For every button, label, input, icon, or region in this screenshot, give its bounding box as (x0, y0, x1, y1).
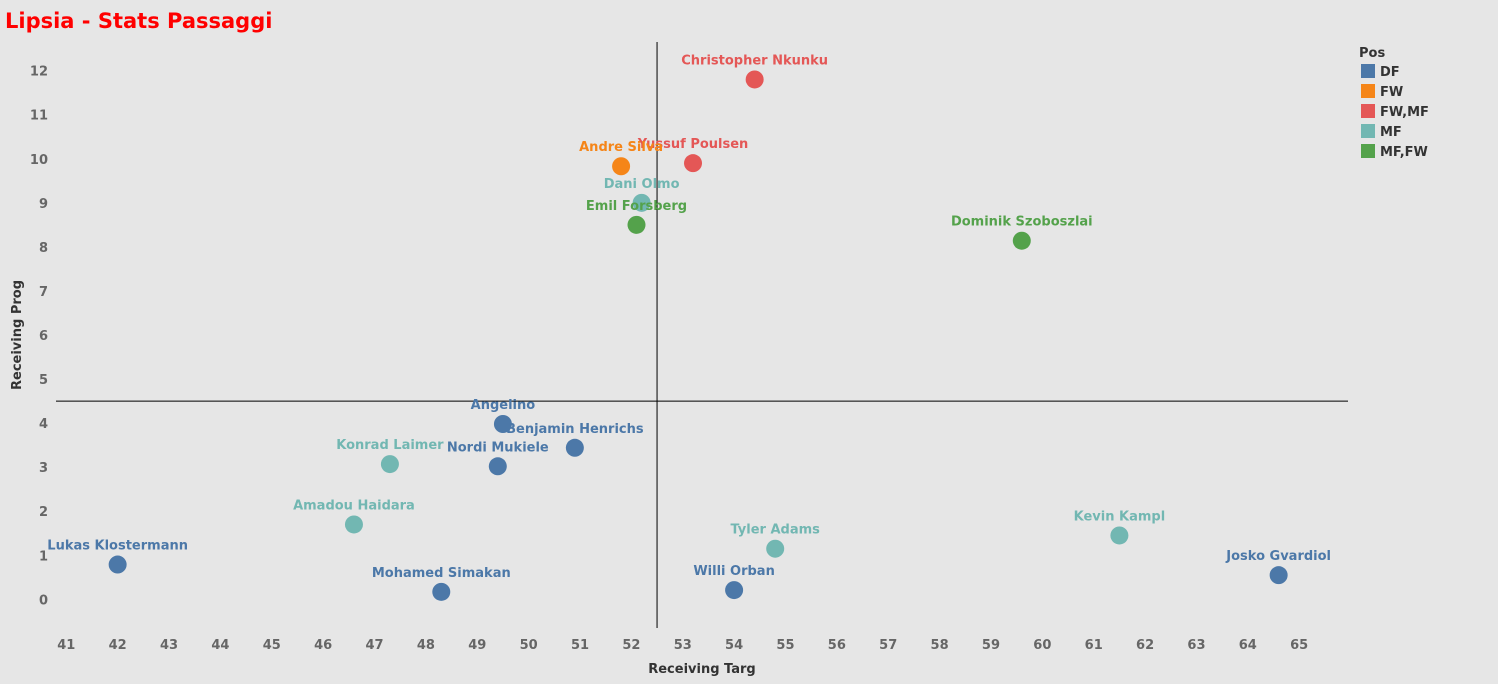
legend-swatch (1361, 64, 1375, 78)
y-tick-label: 10 (30, 153, 48, 168)
data-point (766, 539, 785, 558)
x-tick-label: 47 (365, 638, 383, 653)
x-tick-label: 56 (828, 638, 846, 653)
x-tick-label: 42 (109, 638, 127, 653)
legend-entry-label: MF,FW (1380, 145, 1428, 160)
point-label: Konrad Laimer (336, 438, 444, 453)
point-label: Kevin Kampl (1074, 509, 1166, 524)
x-tick-label: 51 (571, 638, 589, 653)
legend-swatch (1361, 84, 1375, 98)
y-tick-label: 3 (39, 461, 48, 476)
data-point (612, 157, 631, 176)
data-point (493, 415, 512, 434)
x-axis-title: Receiving Targ (648, 662, 756, 677)
data-point (344, 515, 363, 534)
x-tick-label: 65 (1290, 638, 1308, 653)
chart-title: Lipsia - Stats Passaggi (5, 9, 272, 33)
y-tick-label: 7 (39, 285, 48, 300)
x-tick-label: 63 (1187, 638, 1205, 653)
point-label: Dani Olmo (604, 177, 680, 192)
data-point (1110, 526, 1129, 545)
data-point (380, 455, 399, 474)
legend-swatch (1361, 104, 1375, 118)
legend-entry-label: FW (1380, 85, 1403, 100)
x-tick-label: 44 (211, 638, 229, 653)
x-tick-label: 54 (725, 638, 743, 653)
y-tick-label: 12 (30, 65, 48, 80)
y-tick-label: 2 (39, 505, 48, 520)
point-label: Lukas Klostermann (47, 539, 188, 554)
data-point (745, 70, 764, 89)
point-label: Christopher Nkunku (681, 53, 828, 68)
data-point (565, 438, 584, 457)
data-point (684, 154, 703, 173)
data-point (725, 581, 744, 600)
x-tick-label: 46 (314, 638, 332, 653)
legend-swatch (1361, 124, 1375, 138)
data-point (488, 457, 507, 476)
x-tick-label: 49 (468, 638, 486, 653)
data-point (432, 582, 451, 601)
x-tick-label: 61 (1085, 638, 1103, 653)
y-tick-label: 9 (39, 197, 48, 212)
y-tick-label: 0 (39, 593, 48, 608)
point-label: Yussuf Poulsen (637, 137, 749, 152)
legend-swatch (1361, 144, 1375, 158)
legend-entry-label: DF (1380, 65, 1400, 80)
x-axis-ticks: 41 42 43 44 45 46 47 48 49 50 51 52 53 54 55 56 57 58 59 60… (57, 638, 1308, 653)
x-tick-label: 58 (931, 638, 949, 653)
x-tick-label: 60 (1033, 638, 1051, 653)
y-tick-label: 11 (30, 109, 48, 124)
point-label: Benjamin Henrichs (506, 422, 644, 437)
y-tick-label: 8 (39, 241, 48, 256)
point-label: Nordi Mukiele (447, 440, 549, 455)
data-point (632, 193, 651, 212)
point-label: Tyler Adams (730, 523, 820, 538)
legend-entry-label: MF (1380, 125, 1402, 140)
y-tick-label: 1 (39, 549, 48, 564)
point-label: Andre Silva (579, 140, 663, 155)
y-tick-label: 5 (39, 373, 48, 388)
point-label: Amadou Haidara (293, 498, 415, 513)
x-tick-label: 52 (622, 638, 640, 653)
legend-entry-label: FW,MF (1380, 105, 1429, 120)
point-label: Josko Gvardiol (1225, 549, 1331, 564)
data-point (108, 555, 127, 574)
legend: Pos DF FW FW,MF MF MF,FW (1359, 46, 1429, 160)
x-tick-label: 50 (520, 638, 538, 653)
point-label: Willi Orban (693, 564, 775, 579)
x-tick-label: 53 (674, 638, 692, 653)
y-axis-title: Receiving Prog (10, 280, 25, 390)
point-label: Emil Forsberg (586, 199, 687, 214)
x-tick-label: 62 (1136, 638, 1154, 653)
x-tick-label: 45 (263, 638, 281, 653)
x-tick-label: 55 (776, 638, 794, 653)
data-point (1269, 566, 1288, 585)
point-label: Dominik Szoboszlai (951, 215, 1093, 230)
x-tick-label: 64 (1239, 638, 1257, 653)
point-label: Angelino (471, 398, 536, 413)
y-tick-label: 4 (39, 417, 48, 432)
point-label: Mohamed Simakan (372, 566, 511, 581)
x-tick-label: 57 (879, 638, 897, 653)
data-point (627, 215, 646, 234)
x-tick-label: 41 (57, 638, 75, 653)
x-tick-label: 59 (982, 638, 1000, 653)
legend-title: Pos (1359, 46, 1385, 61)
data-point (1012, 231, 1031, 250)
x-tick-label: 43 (160, 638, 178, 653)
y-tick-label: 6 (39, 329, 48, 344)
x-tick-label: 48 (417, 638, 435, 653)
data-points (108, 70, 1288, 601)
